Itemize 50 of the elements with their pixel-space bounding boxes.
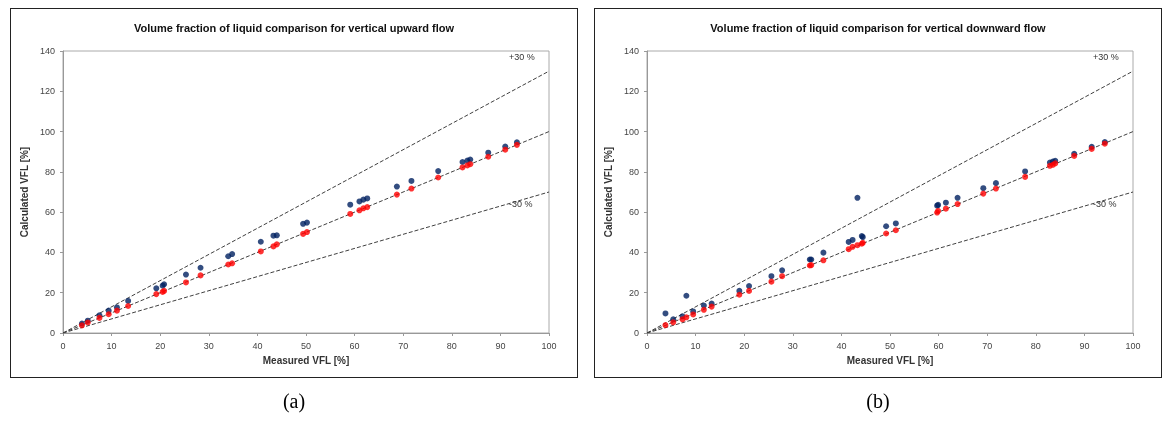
x-tick-label: 50 (884, 340, 896, 351)
y-axis-title: Calculated VFL [%] (18, 146, 30, 238)
y-axis-title: Calculated VFL [%] (602, 146, 614, 238)
x-tick-label: 40 (836, 340, 847, 351)
y-tick-label: 100 (39, 126, 55, 137)
y-tick-label: 0 (633, 328, 639, 338)
y-tick-label: 120 (623, 86, 639, 97)
x-tick-label: 60 (349, 340, 360, 351)
x-tick-label: 30 (787, 340, 798, 351)
x-tick-label: 50 (300, 340, 312, 351)
x-tick-label: 10 (106, 340, 117, 351)
text: (b) (866, 390, 890, 413)
chart-title: Volume fraction of liquid comparison for vertical upward flow (133, 21, 455, 34)
chart-title: Volume fraction of liquid comparison for vertical downward flow (710, 21, 1047, 34)
y-tick-label: 40 (628, 247, 639, 258)
x-axis-title: Measured VFL [%] (846, 354, 934, 366)
y-tick-label: 60 (628, 207, 639, 218)
series-label: -30 % (1093, 199, 1117, 209)
x-tick-label: 30 (203, 340, 214, 351)
x-axis-title: Measured VFL [%] (262, 354, 350, 366)
y-tick-label: 60 (44, 207, 55, 218)
x-tick-label: 90 (495, 340, 506, 351)
x-tick-label: 0 (60, 340, 66, 351)
y-tick-label: 40 (44, 247, 55, 258)
x-tick-label: 70 (398, 340, 409, 351)
y-tick-label: 80 (44, 166, 55, 177)
x-tick-label: 70 (982, 340, 993, 351)
y-tick-label: 120 (39, 86, 55, 97)
text: (a) (282, 390, 306, 413)
x-tick-label: 100 (541, 340, 557, 351)
series-label: +30 % (1093, 52, 1119, 63)
x-tick-label: 10 (690, 340, 701, 351)
y-tick-label: 80 (628, 166, 639, 177)
x-tick-label: 100 (1125, 340, 1141, 351)
y-tick-label: 140 (39, 46, 55, 56)
series-label: -30 % (509, 199, 533, 209)
y-tick-label: 20 (628, 287, 639, 298)
y-tick-label: 140 (623, 46, 639, 56)
x-tick-label: 80 (1030, 340, 1041, 351)
x-tick-label: 0 (644, 340, 650, 351)
x-tick-label: 20 (155, 340, 166, 351)
x-tick-label: 40 (252, 340, 263, 351)
y-tick-label: 20 (44, 287, 55, 298)
x-tick-label: 20 (739, 340, 750, 351)
x-tick-label: 60 (933, 340, 944, 351)
y-tick-label: 100 (623, 126, 639, 137)
series-label: +30 % (509, 52, 535, 63)
x-tick-label: 90 (1079, 340, 1090, 351)
x-tick-label: 80 (446, 340, 457, 351)
y-tick-label: 0 (49, 328, 55, 338)
